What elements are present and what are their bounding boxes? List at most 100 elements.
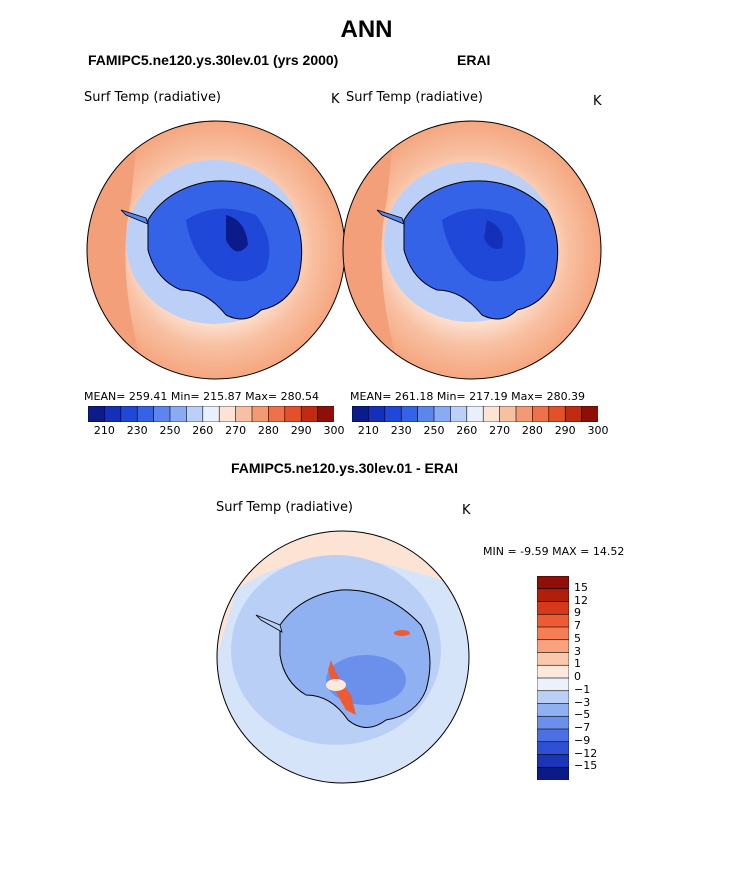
panel2-colorbar-swatch: [515, 406, 534, 422]
panel1-colorbar-swatch: [120, 406, 138, 422]
panel1-peninsula: [120, 209, 149, 225]
panel3-colorbar-swatch: [537, 601, 569, 615]
panel3-colorbar: [537, 576, 569, 780]
panel2-colorbar-tick-label: 300: [587, 424, 609, 437]
panel2-colorbar-tick-label: 250: [423, 424, 445, 437]
panel3-colorbar-tick-label: 5: [574, 631, 581, 645]
panel3-colorbar-swatch: [537, 639, 569, 654]
panel3-colorbar-swatch: [537, 741, 569, 756]
panel3-colorbar-swatch: [537, 728, 569, 743]
panel3-colorbar-tick-label: 12: [574, 593, 588, 607]
panel2-peninsula: [376, 209, 405, 225]
panel2-colorbar-swatch: [352, 406, 370, 422]
panel2-colorbar-tick-label: 280: [521, 424, 543, 437]
panel2-colorbar-tick-label: 210: [357, 424, 379, 437]
panel2-stats: MEAN= 261.18 Min= 217.19 Max= 280.39: [350, 390, 586, 403]
panel1-colorbar-tick-label: 290: [290, 424, 312, 437]
panel1-variable-label: Surf Temp (radiative): [84, 90, 222, 105]
panel3-neutral-patch: [326, 679, 346, 691]
panel2-variable-label: Surf Temp (radiative): [346, 90, 484, 105]
panel1-colorbar: [88, 406, 334, 422]
panel1-colorbar-swatch: [136, 406, 155, 422]
panel2-colorbar-swatch: [482, 406, 501, 422]
panel2-colorbar-swatch: [433, 406, 452, 422]
panel3-title: FAMIPC5.ne120.ys.30lev.01 - ERAI: [231, 460, 458, 476]
panel2-colorbar-swatch: [581, 406, 598, 422]
panel1-colorbar-tick-label: 270: [225, 424, 247, 437]
panel3-colorbar-tick-label: −3: [574, 695, 591, 709]
panel2-colorbar-swatch: [450, 406, 468, 422]
panel2-coldest-core: [484, 220, 503, 249]
panel2-colorbar-ticks: 210 230 250 260 270 280 290 300: [352, 424, 609, 438]
panel3-colorbar-swatch: [537, 715, 569, 730]
panel3-warm-anomaly-east: [394, 630, 410, 636]
panel3-colorbar-tick-label: −9: [574, 733, 591, 747]
panel3-colorbar-tick-label: −15: [574, 759, 598, 773]
panel3-units: K: [462, 503, 471, 518]
panel1-colorbar-swatch: [186, 406, 204, 422]
panel1-colorbar-swatch: [169, 406, 188, 422]
panel3-colorbar-swatch: [537, 588, 569, 603]
panel3-variable-label: Surf Temp (radiative): [216, 500, 354, 515]
panel2-polar-map: [342, 120, 602, 380]
panel3-colorbar-tick-label: 3: [574, 644, 581, 658]
panel2-colorbar-swatch: [368, 406, 386, 422]
panel3-colorbar-tick-label: −7: [574, 721, 591, 734]
panel2-colorbar-tick-label: 270: [489, 424, 511, 437]
panel2-colorbar-swatch: [400, 406, 419, 422]
main-title: ANN: [340, 16, 393, 43]
panel3-colorbar-swatch: [537, 703, 569, 717]
panel3-colorbar-tick-label: 1: [574, 657, 581, 671]
panel3-colorbar-swatch: [537, 754, 569, 768]
panel3-colorbar-tick-label: 15: [574, 580, 588, 594]
panel2-title: ERAI: [457, 52, 491, 68]
panel2-colorbar-swatch: [466, 406, 484, 422]
panel3-colorbar-tick-label: −1: [574, 682, 591, 696]
panel1-colorbar-swatch: [218, 406, 237, 422]
panel1-colorbar-tick-label: 230: [126, 424, 148, 437]
panel1-colorbar-swatch: [300, 406, 319, 422]
panel2-colorbar: [352, 406, 598, 422]
panel2-units: K: [593, 94, 602, 109]
panel3-warm-band: [217, 531, 469, 660]
panel3-colorbar-tick-label: −5: [574, 708, 591, 722]
panel3-colorbar-swatch: [537, 677, 569, 692]
panel3-colorbar-swatch: [537, 652, 569, 666]
panel1-colorbar-swatch: [284, 406, 302, 422]
panel1-units: K: [331, 92, 340, 107]
panel3-polar-map: [216, 530, 470, 784]
panel3-colorbar-ticks: 15 12 9 7 5 3 1 0 −1 −3 −5 −7 −9 −12 −15: [574, 576, 634, 780]
panel1-colorbar-swatch: [104, 406, 122, 422]
panel1-colorbar-swatch: [153, 406, 171, 422]
panel3-map-border: [216, 530, 470, 784]
panel2-colorbar-tick-label: 290: [554, 424, 576, 437]
panel2-colorbar-swatch: [532, 406, 550, 422]
panel2-cold-core: [442, 208, 526, 282]
panel2-colorbar-swatch: [499, 406, 517, 422]
panel1-colorbar-swatch: [202, 406, 220, 422]
panel2-map-border: [342, 120, 602, 380]
panel1-title: FAMIPC5.ne120.ys.30lev.01 (yrs 2000): [88, 52, 339, 68]
panel3-colorbar-swatch: [537, 626, 569, 641]
panel1-colorbar-tick-label: 280: [257, 424, 279, 437]
panel1-polar-map: [86, 120, 346, 380]
panel3-stats: MIN = -9.59 MAX = 14.52: [483, 545, 625, 558]
panel2-colorbar-tick-label: 260: [456, 424, 478, 437]
panel1-colorbar-tick-label: 260: [192, 424, 214, 437]
panel3-colorbar-tick-label: 9: [574, 606, 581, 620]
panel1-colorbar-swatch: [268, 406, 286, 422]
panel3-colorbar-swatch: [537, 664, 569, 679]
panel2-colorbar-swatch: [564, 406, 583, 422]
panel3-colorbar-tick-label: −12: [574, 746, 598, 760]
panel1-colorbar-ticks: 210 230 250 260 270 280 290 300: [88, 424, 345, 438]
panel2-colorbar-swatch: [548, 406, 566, 422]
panel1-colorbar-swatch: [317, 406, 334, 422]
panel1-colorbar-swatch: [88, 406, 106, 422]
panel3-colorbar-swatch: [537, 576, 569, 590]
panel3-colorbar-tick-label: 0: [574, 670, 581, 683]
panel1-stats: MEAN= 259.41 Min= 215.87 Max= 280.54: [84, 390, 320, 403]
panel3-colorbar-swatch: [537, 690, 569, 705]
panel1-coldest-core: [226, 215, 248, 252]
panel1-cold-core: [186, 208, 270, 282]
panel2-colorbar-swatch: [384, 406, 402, 422]
